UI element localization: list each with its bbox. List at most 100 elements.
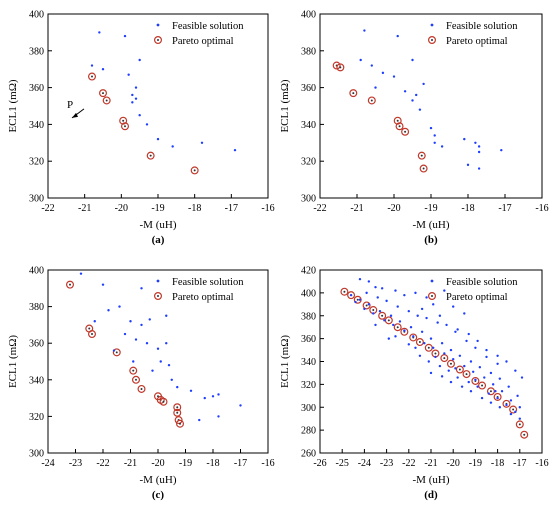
feasible-point (200, 141, 204, 144)
pareto-point-center (91, 333, 93, 336)
feasible-point (403, 293, 406, 297)
pareto-point-center (91, 75, 93, 78)
legend-pareto-marker (428, 35, 437, 44)
feasible-point (203, 396, 206, 400)
y-tick-label: 280 (301, 426, 316, 437)
feasible-point (474, 378, 477, 381)
pareto-point (349, 89, 358, 98)
x-tick-label: -17 (498, 203, 511, 214)
feasible-point (407, 309, 410, 313)
x-tick-label: -17 (234, 458, 247, 469)
feasible-point (101, 283, 105, 286)
pareto-point-center (370, 99, 373, 102)
feasible-point (434, 355, 437, 359)
feasible-point (477, 150, 481, 154)
chart-panel-4: -26 -25 -24 -23 -22 -21 -20 -19 -18 -17 -16 260 280 3… (279, 266, 549, 502)
feasible-point (452, 358, 455, 361)
x-tick-label: -16 (535, 458, 548, 469)
x-tick-label: -18 (206, 458, 219, 469)
pareto-point (98, 89, 107, 98)
feasible-point (418, 108, 422, 111)
feasible-point (396, 34, 399, 38)
feasible-point (363, 307, 366, 311)
feasible-point (483, 376, 486, 379)
pareto-point (393, 116, 402, 125)
y-tick-label: 380 (29, 302, 44, 313)
feasible-point (363, 29, 366, 32)
feasible-point (477, 167, 481, 170)
feasible-point (398, 320, 402, 323)
x-tick-label: -18 (491, 458, 504, 469)
x-tick-label: -19 (179, 458, 192, 469)
pareto-point-center (352, 92, 355, 95)
pareto-point (112, 348, 121, 357)
pareto-point (119, 116, 128, 125)
legend-pareto-marker (154, 35, 163, 44)
legend-pareto-label: Pareto optimal (446, 292, 508, 303)
x-tick-label: -18 (461, 203, 474, 214)
feasible-point (496, 396, 499, 400)
feasible-point (396, 305, 399, 308)
pareto-point-center (162, 400, 165, 403)
panel-label: (a) (152, 234, 165, 246)
pareto-point (462, 370, 471, 379)
feasible-point (429, 337, 433, 340)
pareto-point (132, 375, 141, 384)
x-tick-label: -24 (358, 458, 371, 469)
feasible-point (411, 99, 414, 102)
pareto-point (493, 392, 502, 401)
feasible-point (418, 354, 422, 357)
feasible-point (505, 403, 508, 407)
feasible-point (454, 367, 457, 370)
feasible-point (438, 314, 442, 317)
plot-frame (319, 13, 543, 199)
feasible-point (469, 360, 473, 363)
feasible-point (171, 145, 174, 148)
feasible-point (476, 339, 479, 343)
pareto-point-center (489, 390, 492, 393)
feasible-point (520, 376, 524, 379)
pareto-point-center (124, 125, 126, 128)
pareto-point (417, 151, 426, 160)
y-tick-label: 260 (301, 449, 316, 460)
feasible-point (107, 309, 110, 312)
feasible-point (485, 348, 488, 352)
feasible-point (414, 291, 417, 295)
panel-label: (b) (424, 234, 438, 246)
feasible-point (454, 330, 457, 333)
pareto-point-center (518, 423, 521, 426)
y-axis-label: ECL1 (mΩ) (7, 79, 19, 132)
pareto-point-center (443, 357, 446, 360)
pareto-point (378, 311, 387, 320)
pareto-point-center (122, 119, 125, 122)
pareto-point (471, 376, 480, 385)
legend-pareto-label: Pareto optimal (172, 36, 234, 47)
feasible-point (498, 406, 502, 409)
x-tick-label: -25 (336, 458, 349, 469)
feasible-point (90, 64, 94, 67)
pareto-point-center (365, 304, 368, 307)
feasible-point (165, 342, 168, 345)
x-tick-label: -20 (387, 203, 400, 214)
panel-label: (d) (424, 489, 438, 501)
pareto-point-center (404, 130, 407, 133)
feasible-point (358, 298, 362, 301)
panel-label: (c) (152, 489, 165, 501)
pareto-point-center (102, 92, 104, 95)
pareto-point (173, 403, 182, 412)
y-tick-label: 360 (301, 83, 316, 94)
feasible-point (440, 342, 444, 345)
y-tick-label: 300 (301, 194, 316, 205)
feasible-point (432, 346, 435, 349)
pareto-point (520, 430, 529, 439)
x-axis-label: -M (uH) (413, 474, 450, 486)
y-tick-label: 360 (29, 339, 44, 350)
chart-panel-1: -22 -21 -20 -19 -18 -17 -16 300 320 340 360 380 400 -… (7, 10, 275, 247)
feasible-point (466, 163, 470, 167)
y-tick-label: 320 (29, 157, 44, 168)
pareto-point (190, 166, 199, 175)
annotation-arrowhead (72, 112, 78, 118)
feasible-point (159, 360, 162, 363)
pareto-point (393, 323, 402, 332)
pareto-point-center (105, 99, 108, 102)
